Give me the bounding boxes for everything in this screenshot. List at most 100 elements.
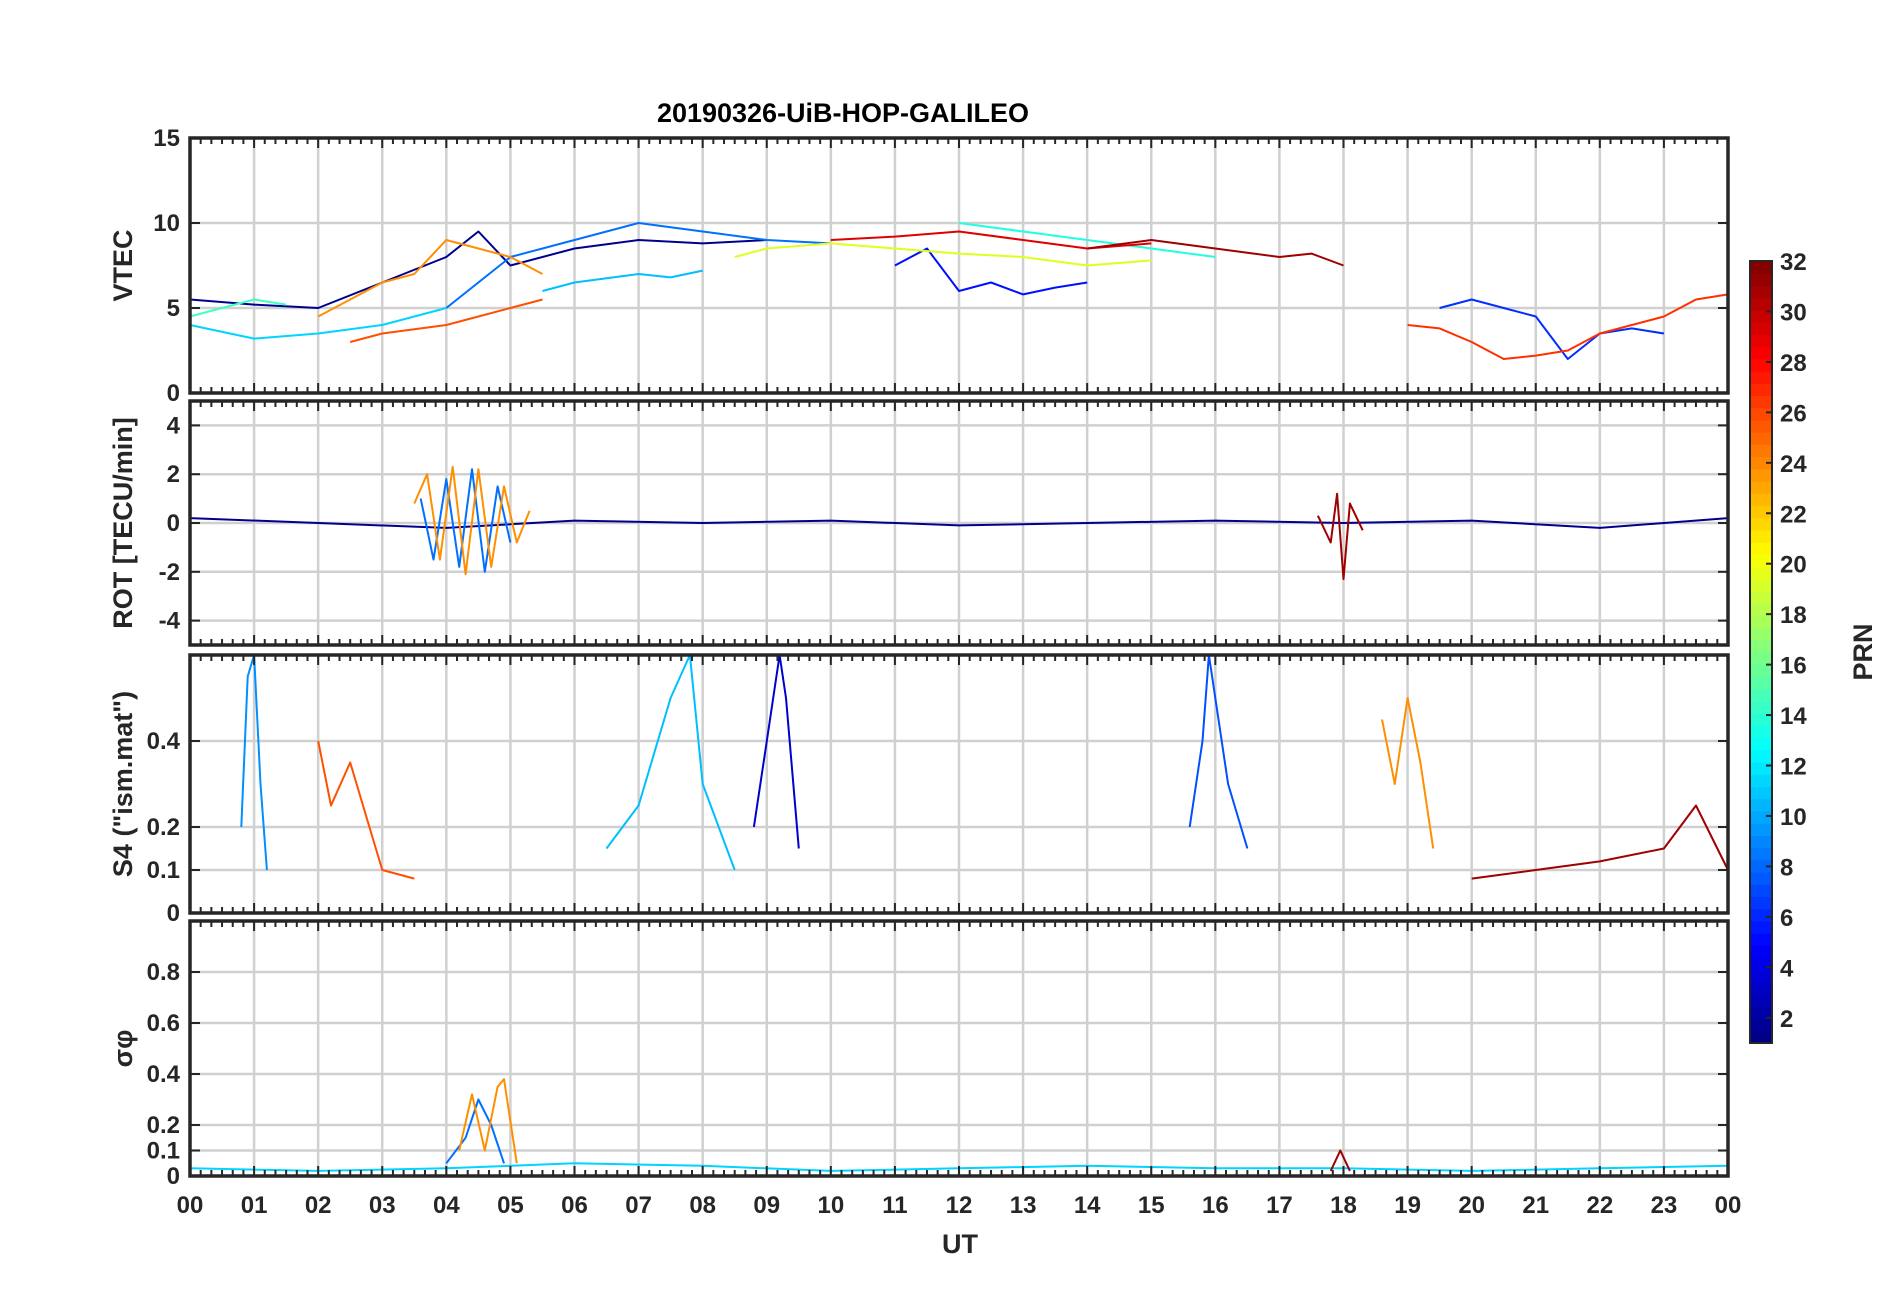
colorbar-segment bbox=[1750, 627, 1772, 641]
x-tick-label: 06 bbox=[561, 1192, 588, 1219]
y-tick-label: 0 bbox=[167, 1163, 180, 1190]
colorbar-segment bbox=[1750, 798, 1772, 812]
y-tick-label: 0.6 bbox=[147, 1010, 180, 1037]
colorbar-tick-label: 18 bbox=[1780, 602, 1807, 629]
colorbar-segment bbox=[1750, 285, 1772, 299]
series-line-vtec-5 bbox=[189, 307, 447, 340]
colorbar-segment bbox=[1750, 835, 1772, 849]
series-line-s4-4 bbox=[1381, 697, 1435, 849]
colorbar-segment bbox=[1750, 676, 1772, 690]
colorbar-segment bbox=[1750, 407, 1772, 421]
colorbar-segment bbox=[1750, 334, 1772, 348]
colorbar-segment bbox=[1750, 273, 1772, 287]
colorbar-tick-label: 6 bbox=[1780, 905, 1793, 932]
y-tick-label: 0.2 bbox=[147, 814, 180, 841]
colorbar-segment bbox=[1750, 896, 1772, 910]
colorbar-tick-label: 8 bbox=[1780, 854, 1793, 881]
colorbar-segment bbox=[1750, 957, 1772, 971]
colorbar-segment bbox=[1750, 933, 1772, 946]
x-tick-label: 04 bbox=[433, 1192, 460, 1219]
colorbar-segment bbox=[1750, 920, 1772, 934]
colorbar-segment bbox=[1750, 700, 1772, 714]
colorbar-segment bbox=[1750, 432, 1772, 445]
colorbar-tick-label: 32 bbox=[1780, 249, 1807, 276]
series-line-vtec-2 bbox=[1439, 298, 1665, 360]
panel-frame bbox=[188, 653, 1730, 915]
x-tick-label: 22 bbox=[1586, 1192, 1613, 1219]
colorbar-segment bbox=[1750, 542, 1772, 555]
series-line-s4-3 bbox=[1188, 654, 1249, 849]
series-line-vtec-8 bbox=[734, 242, 1152, 267]
x-tick-label: 18 bbox=[1330, 1192, 1357, 1219]
y-tick-label: -2 bbox=[159, 559, 180, 586]
x-axis-label: UT bbox=[942, 1229, 978, 1259]
series-line-vtec-10 bbox=[349, 298, 543, 343]
colorbar-tick-label: 14 bbox=[1780, 703, 1807, 730]
colorbar-segment bbox=[1750, 578, 1772, 592]
series-line-vtec-13 bbox=[1087, 239, 1344, 267]
colorbar-segment bbox=[1750, 468, 1772, 482]
colorbar-segment bbox=[1750, 1006, 1772, 1020]
colorbar-segment bbox=[1750, 786, 1772, 800]
panel-frame bbox=[188, 136, 1730, 395]
y-tick-label: 0 bbox=[167, 510, 180, 537]
y-tick-label: 15 bbox=[153, 125, 180, 152]
colorbar-segment bbox=[1750, 884, 1772, 897]
colorbar-segment bbox=[1750, 749, 1772, 763]
panel-frame bbox=[188, 919, 1730, 1178]
x-tick-label: 02 bbox=[305, 1192, 332, 1219]
x-tick-label: 12 bbox=[946, 1192, 973, 1219]
series-line-rot-3 bbox=[1316, 492, 1364, 581]
colorbar-segment bbox=[1750, 603, 1772, 616]
colorbar-segment bbox=[1750, 529, 1772, 543]
x-tick-label: 13 bbox=[1010, 1192, 1037, 1219]
y-tick-label: -4 bbox=[159, 608, 181, 635]
y-tick-label: 10 bbox=[153, 210, 180, 237]
colorbar-segment bbox=[1750, 810, 1772, 824]
panel-sigma_phi: 00.10.2 0.4 0.6 0.8 σφ bbox=[108, 919, 1730, 1190]
x-tick-label: 16 bbox=[1202, 1192, 1229, 1219]
series-line-vtec-0 bbox=[189, 230, 767, 309]
colorbar-segment bbox=[1750, 554, 1772, 568]
y-tick-label: 0.8 bbox=[147, 959, 180, 986]
colorbar-tick-label: 28 bbox=[1780, 350, 1807, 377]
colorbar-tick-label: 26 bbox=[1780, 400, 1807, 427]
panel-frame bbox=[188, 399, 1730, 647]
series-line-vtec-9 bbox=[317, 239, 543, 318]
colorbar-segment bbox=[1750, 945, 1772, 959]
y-axis-label-rot: ROT [TECU/min] bbox=[108, 417, 138, 628]
colorbar-segment bbox=[1750, 590, 1772, 604]
series-line-vtec-1 bbox=[894, 247, 1088, 296]
colorbar-segment bbox=[1750, 774, 1772, 788]
x-tick-label: 19 bbox=[1394, 1192, 1421, 1219]
colorbar-segment bbox=[1750, 908, 1772, 922]
x-tick-label: 14 bbox=[1074, 1192, 1101, 1219]
x-tick-label: 21 bbox=[1522, 1192, 1549, 1219]
colorbar-segment bbox=[1750, 322, 1772, 335]
series-line-vtec-7 bbox=[189, 298, 287, 318]
colorbar-tick-label: 4 bbox=[1780, 955, 1794, 982]
colorbar-segment bbox=[1750, 981, 1772, 995]
y-tick-label: 0 bbox=[167, 380, 180, 407]
colorbar-tick-label: 22 bbox=[1780, 501, 1807, 528]
colorbar-segment bbox=[1750, 615, 1772, 629]
colorbar-segment bbox=[1750, 761, 1772, 775]
colorbar-segment bbox=[1750, 871, 1772, 885]
colorbar-segment bbox=[1750, 859, 1772, 873]
series-line-rot-0 bbox=[189, 517, 1729, 529]
colorbar-segment bbox=[1750, 639, 1772, 653]
panel-vtec: 0 5 10 15 VTEC bbox=[108, 125, 1730, 407]
colorbar-tick-label: 24 bbox=[1780, 451, 1807, 478]
colorbar-frame bbox=[1749, 260, 1773, 1044]
y-tick-label: 0.4 bbox=[147, 1061, 181, 1088]
colorbar-segment bbox=[1750, 456, 1772, 470]
y-axis-label-vtec: VTEC bbox=[108, 229, 138, 301]
x-tick-label: 23 bbox=[1651, 1192, 1678, 1219]
series-line-rot-1 bbox=[419, 468, 512, 573]
x-tick-label: 00 bbox=[177, 1192, 204, 1219]
colorbar-segment bbox=[1750, 847, 1772, 861]
x-tick-label: 17 bbox=[1266, 1192, 1293, 1219]
x-tick-label: 11 bbox=[882, 1192, 907, 1219]
